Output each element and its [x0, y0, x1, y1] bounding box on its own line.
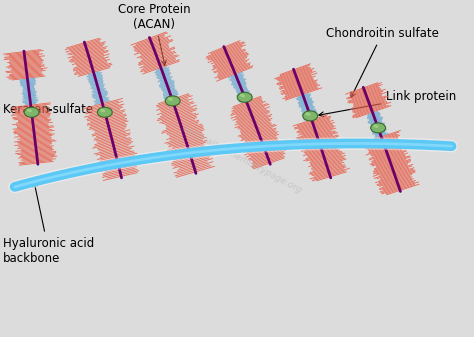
Ellipse shape — [168, 97, 173, 101]
Ellipse shape — [305, 112, 310, 116]
Text: Link protein: Link protein — [319, 90, 457, 117]
Text: Core Protein
(ACAN): Core Protein (ACAN) — [118, 3, 191, 65]
Text: Keratan sulfate: Keratan sulfate — [3, 103, 93, 117]
Ellipse shape — [100, 109, 105, 112]
Ellipse shape — [97, 107, 112, 117]
Text: Hyaluronic acid
backbone: Hyaluronic acid backbone — [3, 182, 94, 265]
Ellipse shape — [237, 92, 252, 102]
Ellipse shape — [240, 94, 245, 97]
Ellipse shape — [24, 107, 39, 117]
Ellipse shape — [371, 123, 385, 133]
Ellipse shape — [27, 109, 32, 112]
Text: medicalbiochemistrypage.org: medicalbiochemistrypage.org — [181, 124, 304, 195]
Text: Chondroitin sulfate: Chondroitin sulfate — [326, 27, 439, 97]
Ellipse shape — [165, 96, 180, 106]
Ellipse shape — [373, 124, 378, 128]
Ellipse shape — [303, 111, 318, 121]
